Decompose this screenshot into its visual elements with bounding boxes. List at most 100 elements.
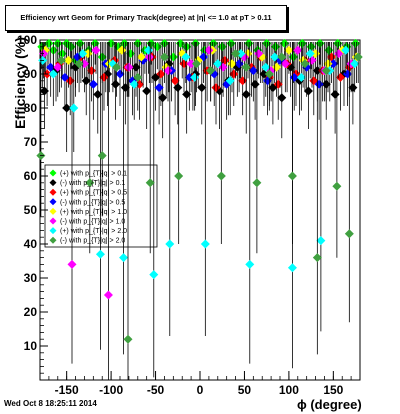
- data-point: [95, 249, 105, 259]
- data-point: [190, 72, 200, 82]
- data-point: [302, 62, 312, 72]
- data-point: [293, 45, 303, 55]
- data-point: [135, 79, 145, 89]
- y-axis-label: Efficiency (%): [12, 37, 28, 129]
- data-point: [111, 79, 121, 89]
- data-point: [306, 42, 316, 52]
- legend-marker: [49, 188, 57, 196]
- data-point: [344, 229, 354, 239]
- data-point: [103, 290, 113, 300]
- data-point: [182, 89, 192, 99]
- data-point: [44, 38, 54, 48]
- data-point: [220, 55, 230, 65]
- data-point: [48, 69, 58, 79]
- y-tick-label: 30: [24, 271, 38, 285]
- data-point: [232, 62, 242, 72]
- legend-marker: [49, 217, 57, 225]
- data-point: [87, 66, 97, 76]
- data-point: [330, 89, 340, 99]
- data-point: [93, 89, 103, 99]
- data-point: [334, 49, 344, 59]
- data-point: [217, 42, 227, 52]
- data-point: [142, 86, 152, 96]
- legend-label: (+) with p_{T}|q| > 0.1: [60, 171, 127, 178]
- axes: 10 20 30 40 50 60 70 80 90 100 -150 -100 -50 0 50 100 15…: [17, 33, 361, 397]
- legend-marker: [49, 179, 57, 187]
- y-tick-label: 80: [24, 101, 38, 115]
- x-tick-label: -50: [147, 383, 165, 397]
- data-point: [324, 45, 334, 55]
- x-tick-label: 50: [238, 383, 252, 397]
- data-point: [311, 49, 321, 59]
- data-point: [234, 59, 244, 69]
- data-point: [250, 79, 260, 89]
- x-tick-label: 150: [323, 383, 343, 397]
- x-axis-label: ϕ (degree): [297, 397, 362, 412]
- data-point: [75, 38, 85, 48]
- data-point: [88, 79, 98, 89]
- y-tick-label: 60: [24, 169, 38, 183]
- data-point: [208, 38, 218, 48]
- data-point: [71, 62, 81, 72]
- data-point: [170, 76, 180, 86]
- legend-marker: [49, 169, 57, 177]
- data-point: [97, 151, 107, 161]
- data-point: [60, 72, 70, 82]
- data-point: [81, 76, 91, 86]
- data-point: [200, 239, 210, 249]
- x-tick-label: 100: [279, 383, 299, 397]
- data-point: [173, 83, 183, 93]
- data-point: [69, 103, 79, 113]
- data-point: [90, 38, 100, 48]
- data-point: [211, 83, 221, 93]
- data-point: [123, 334, 133, 344]
- data-point: [231, 49, 241, 59]
- data-point: [254, 49, 264, 59]
- data-point: [62, 103, 72, 113]
- data-point: [124, 62, 134, 72]
- data-point: [204, 45, 214, 55]
- legend-marker: [49, 227, 57, 235]
- data-point: [159, 52, 169, 62]
- legend-label: (+) with p_{T}|q| > 2.0: [60, 228, 127, 235]
- data-point: [225, 76, 235, 86]
- data-point: [353, 52, 363, 62]
- data-point: [143, 45, 153, 55]
- y-tick-label: 90: [24, 67, 38, 81]
- data-point: [67, 259, 77, 269]
- data-point: [165, 239, 175, 249]
- chart-title: Efficiency wrt Geom for Primary Track(de…: [20, 13, 272, 22]
- data-point: [117, 45, 127, 55]
- data-point: [303, 86, 313, 96]
- y-tick-label: 50: [24, 203, 38, 217]
- data-point: [312, 253, 322, 263]
- data-point: [119, 38, 129, 48]
- legend-marker: [49, 198, 57, 206]
- data-point: [227, 59, 237, 69]
- data-point: [333, 38, 343, 48]
- data-point: [181, 52, 191, 62]
- data-point: [146, 38, 156, 48]
- data-point: [191, 59, 201, 69]
- data-point: [156, 69, 166, 79]
- data-point: [168, 52, 178, 62]
- legend-label: (-) with p_{T}|q| > 0.5: [60, 199, 125, 206]
- data-point: [149, 270, 159, 280]
- data-point: [335, 72, 345, 82]
- data-point: [216, 171, 226, 181]
- data-point: [111, 62, 121, 72]
- data-point: [343, 69, 353, 79]
- data-point: [287, 263, 297, 273]
- data-point: [321, 66, 331, 76]
- data-point: [163, 66, 173, 76]
- data-point: [289, 72, 299, 82]
- data-point: [39, 86, 49, 96]
- data-point: [164, 59, 174, 69]
- data-point: [296, 72, 306, 82]
- data-point: [288, 52, 298, 62]
- data-point: [197, 83, 207, 93]
- data-point: [264, 69, 274, 79]
- legend-marker: [49, 236, 57, 244]
- data-point: [244, 38, 254, 48]
